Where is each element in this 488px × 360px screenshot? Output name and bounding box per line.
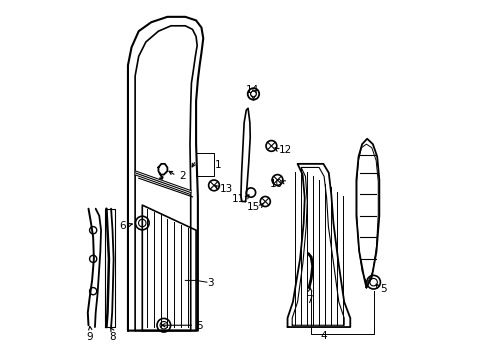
- Text: 4: 4: [320, 331, 326, 341]
- Text: 11: 11: [231, 194, 244, 204]
- Text: 12: 12: [278, 145, 291, 155]
- Text: 3: 3: [207, 278, 214, 288]
- Text: 5: 5: [379, 284, 386, 294]
- Text: 15: 15: [246, 202, 260, 212]
- Text: 6: 6: [119, 221, 126, 230]
- Text: 9: 9: [86, 332, 93, 342]
- Text: 8: 8: [109, 332, 116, 342]
- Text: 13: 13: [220, 184, 233, 194]
- Text: 7: 7: [305, 296, 312, 306]
- Text: 2: 2: [179, 171, 185, 181]
- Text: 5: 5: [196, 321, 203, 331]
- Text: 14: 14: [245, 85, 259, 95]
- Text: 1: 1: [215, 159, 221, 170]
- Text: 10: 10: [269, 179, 282, 189]
